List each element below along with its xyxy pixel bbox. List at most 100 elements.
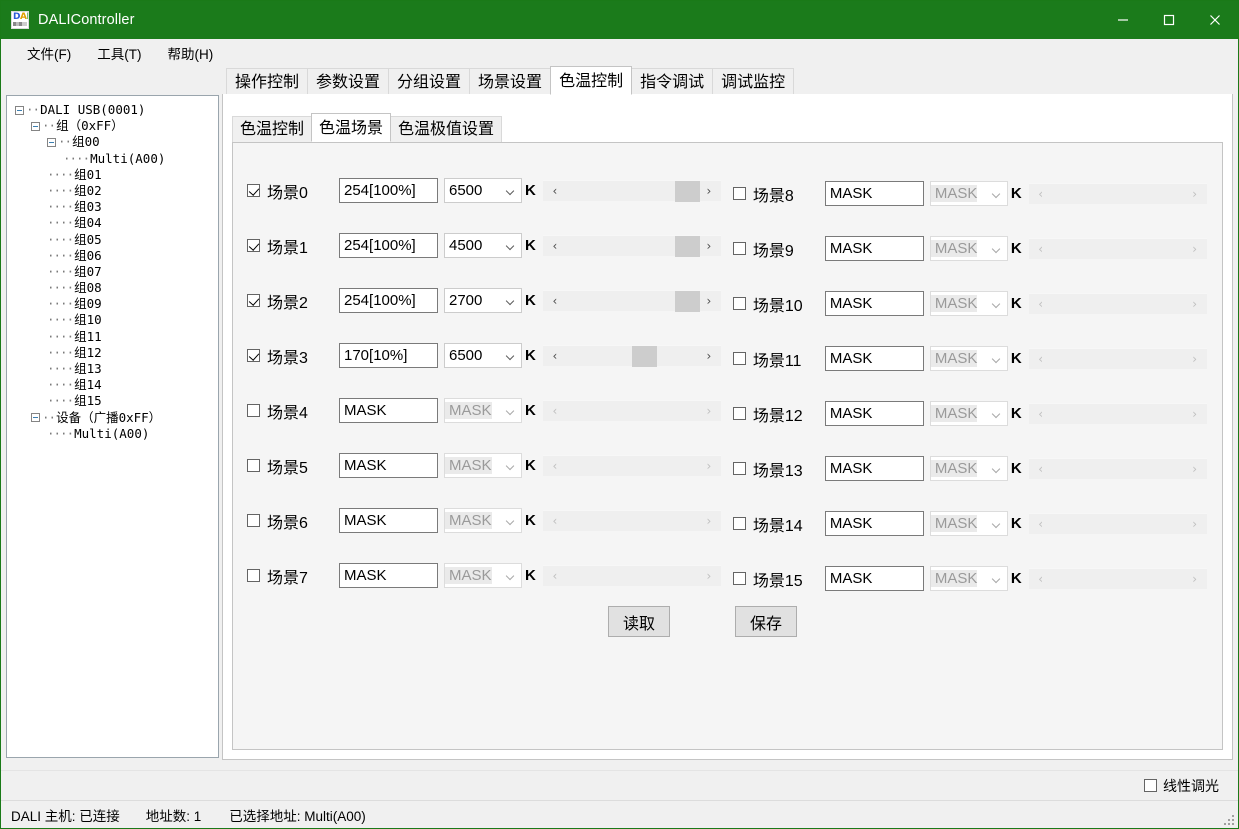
slider-thumb[interactable] bbox=[674, 236, 700, 257]
scene-enable-checkbox[interactable] bbox=[732, 462, 746, 475]
tree-item[interactable]: ·· 组（0xFF） bbox=[7, 118, 218, 134]
scene-kelvin-select[interactable]: 6500 bbox=[444, 178, 522, 203]
slider-thumb[interactable] bbox=[674, 181, 700, 202]
scene-enable-checkbox[interactable] bbox=[247, 404, 260, 417]
maximize-button[interactable] bbox=[1146, 1, 1192, 39]
tree-item[interactable]: ···· 组04 bbox=[7, 215, 218, 231]
scene-enable-checkbox[interactable] bbox=[732, 352, 746, 365]
tree-item[interactable]: ···· Multi(A00) bbox=[7, 426, 218, 442]
tab-parameter-settings[interactable]: 参数设置 bbox=[307, 68, 390, 95]
scene-enable-checkbox[interactable] bbox=[247, 514, 260, 527]
tab-scene-settings[interactable]: 场景设置 bbox=[469, 68, 552, 95]
tree-item[interactable]: ···· 组08 bbox=[7, 280, 218, 296]
slider-right-arrow-icon[interactable]: › bbox=[706, 294, 712, 308]
scene-kelvin-select[interactable]: MASK bbox=[444, 398, 522, 423]
tab-operation-control[interactable]: 操作控制 bbox=[226, 68, 309, 95]
scene-enable-checkbox[interactable] bbox=[732, 517, 746, 530]
scene-enable-checkbox[interactable] bbox=[247, 349, 260, 362]
slider-right-arrow-icon[interactable]: › bbox=[706, 239, 712, 253]
scene-level-input[interactable]: MASK bbox=[824, 401, 924, 426]
tab-group-settings[interactable]: 分组设置 bbox=[388, 68, 471, 95]
resize-grip[interactable] bbox=[1222, 813, 1234, 825]
scene-level-input[interactable]: MASK bbox=[824, 456, 924, 481]
scene-level-input[interactable]: MASK bbox=[824, 291, 924, 316]
scene-enable-checkbox[interactable] bbox=[247, 459, 260, 472]
tree-item[interactable]: ···· 组15 bbox=[7, 393, 218, 409]
scene-kelvin-select[interactable]: 2700 bbox=[444, 288, 522, 313]
scene-enable-checkbox[interactable] bbox=[732, 297, 746, 310]
slider-thumb[interactable] bbox=[631, 346, 657, 367]
scene-level-input[interactable]: MASK bbox=[824, 511, 924, 536]
slider-right-arrow-icon[interactable]: › bbox=[706, 349, 712, 363]
scene-enable-checkbox[interactable] bbox=[732, 572, 746, 585]
tree-item[interactable]: ···· 组02 bbox=[7, 183, 218, 199]
scene-kelvin-select[interactable]: MASK bbox=[929, 401, 1008, 426]
tree-item[interactable]: ·· DALI USB(0001) bbox=[7, 102, 218, 118]
scene-level-input[interactable]: 254[100%] bbox=[339, 178, 438, 203]
linear-dimming-option[interactable]: 线性调光 bbox=[1144, 776, 1219, 796]
slider-right-arrow-icon[interactable]: › bbox=[706, 184, 712, 198]
tree-item[interactable]: ···· 组01 bbox=[7, 167, 218, 183]
scene-enable-checkbox[interactable] bbox=[732, 407, 746, 420]
scene-enable-checkbox[interactable] bbox=[732, 187, 746, 200]
scene-kelvin-select[interactable]: 4500 bbox=[444, 233, 522, 258]
tree-item[interactable]: ···· 组06 bbox=[7, 248, 218, 264]
scene-kelvin-select[interactable]: MASK bbox=[929, 566, 1008, 591]
scene-kelvin-select[interactable]: MASK bbox=[929, 181, 1008, 206]
close-button[interactable] bbox=[1192, 1, 1238, 39]
tree-item[interactable]: ···· 组10 bbox=[7, 312, 218, 328]
scene-level-input[interactable]: 254[100%] bbox=[339, 233, 438, 258]
slider-left-arrow-icon[interactable]: ‹ bbox=[552, 239, 558, 253]
scene-kelvin-select[interactable]: MASK bbox=[929, 511, 1008, 536]
linear-dimming-checkbox[interactable] bbox=[1144, 779, 1157, 792]
slider-left-arrow-icon[interactable]: ‹ bbox=[552, 349, 558, 363]
tree-item[interactable]: ···· 组12 bbox=[7, 345, 218, 361]
scene-kelvin-select[interactable]: MASK bbox=[444, 563, 522, 588]
scene-kelvin-select[interactable]: MASK bbox=[929, 291, 1008, 316]
scene-level-input[interactable]: MASK bbox=[339, 453, 438, 478]
scene-enable-checkbox[interactable] bbox=[247, 184, 260, 197]
menu-tools[interactable]: 工具(T) bbox=[97, 46, 142, 62]
read-button[interactable]: 读取 bbox=[608, 606, 670, 637]
tree-item[interactable]: ···· 组14 bbox=[7, 377, 218, 393]
scene-level-input[interactable]: MASK bbox=[824, 236, 924, 261]
subtab-color-temp-limits[interactable]: 色温极值设置 bbox=[390, 116, 503, 142]
subtab-color-temp-control[interactable]: 色温控制 bbox=[232, 116, 313, 142]
scene-enable-checkbox[interactable] bbox=[247, 239, 260, 252]
save-button[interactable]: 保存 bbox=[735, 606, 797, 637]
scene-level-input[interactable]: 170[10%] bbox=[339, 343, 438, 368]
tree-collapse-icon[interactable] bbox=[31, 121, 40, 131]
slider-thumb[interactable] bbox=[674, 291, 700, 312]
subtab-color-temp-scene[interactable]: 色温场景 bbox=[311, 113, 392, 142]
tree-item[interactable]: ···· 组03 bbox=[7, 199, 218, 215]
scene-level-input[interactable]: MASK bbox=[339, 563, 438, 588]
tree-item[interactable]: ···· 组05 bbox=[7, 232, 218, 248]
tree-collapse-icon[interactable] bbox=[31, 413, 40, 423]
scene-kelvin-select[interactable]: MASK bbox=[444, 453, 522, 478]
scene-kelvin-slider[interactable]: ‹ › bbox=[542, 180, 721, 202]
minimize-button[interactable] bbox=[1100, 1, 1146, 39]
tab-command-debug[interactable]: 指令调试 bbox=[631, 68, 714, 95]
scene-enable-checkbox[interactable] bbox=[247, 569, 260, 582]
scene-level-input[interactable]: MASK bbox=[339, 398, 438, 423]
tree-item[interactable]: ···· 组13 bbox=[7, 361, 218, 377]
tree-item[interactable]: ···· Multi(A00) bbox=[7, 151, 218, 167]
tab-debug-monitor[interactable]: 调试监控 bbox=[712, 68, 795, 95]
tree-collapse-icon[interactable] bbox=[47, 137, 56, 147]
scene-enable-checkbox[interactable] bbox=[732, 242, 746, 255]
tree-item[interactable]: ···· 组09 bbox=[7, 296, 218, 312]
scene-level-input[interactable]: MASK bbox=[339, 508, 438, 533]
scene-kelvin-select[interactable]: 6500 bbox=[444, 343, 522, 368]
slider-left-arrow-icon[interactable]: ‹ bbox=[552, 294, 558, 308]
device-tree-panel[interactable]: ·· DALI USB(0001) ·· 组（0xFF） ·· 组00 ···· Multi(… bbox=[6, 95, 219, 758]
tree-item[interactable]: ·· 设备（广播0xFF） bbox=[7, 410, 218, 426]
scene-kelvin-slider[interactable]: ‹ › bbox=[542, 235, 721, 257]
tree-item[interactable]: ·· 组00 bbox=[7, 134, 218, 150]
scene-level-input[interactable]: MASK bbox=[824, 181, 924, 206]
scene-kelvin-select[interactable]: MASK bbox=[929, 236, 1008, 261]
tree-item[interactable]: ···· 组11 bbox=[7, 329, 218, 345]
tree-collapse-icon[interactable] bbox=[15, 105, 24, 115]
menu-file[interactable]: 文件(F) bbox=[27, 46, 72, 62]
tree-item[interactable]: ···· 组07 bbox=[7, 264, 218, 280]
menu-help[interactable]: 帮助(H) bbox=[167, 46, 214, 62]
